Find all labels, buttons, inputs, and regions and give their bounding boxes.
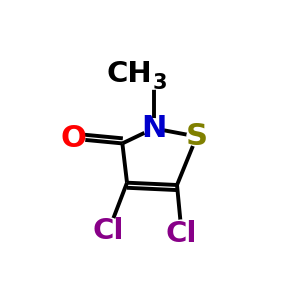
Text: O: O (61, 124, 86, 153)
Circle shape (95, 218, 122, 244)
Text: S: S (186, 122, 208, 151)
Text: CH: CH (107, 60, 153, 88)
Circle shape (187, 127, 206, 146)
Circle shape (168, 220, 195, 247)
Text: Cl: Cl (93, 217, 124, 245)
Circle shape (139, 59, 169, 89)
Text: 3: 3 (153, 73, 167, 93)
Circle shape (62, 128, 85, 150)
Circle shape (144, 119, 164, 138)
Text: N: N (141, 114, 167, 143)
Text: Cl: Cl (166, 220, 197, 248)
